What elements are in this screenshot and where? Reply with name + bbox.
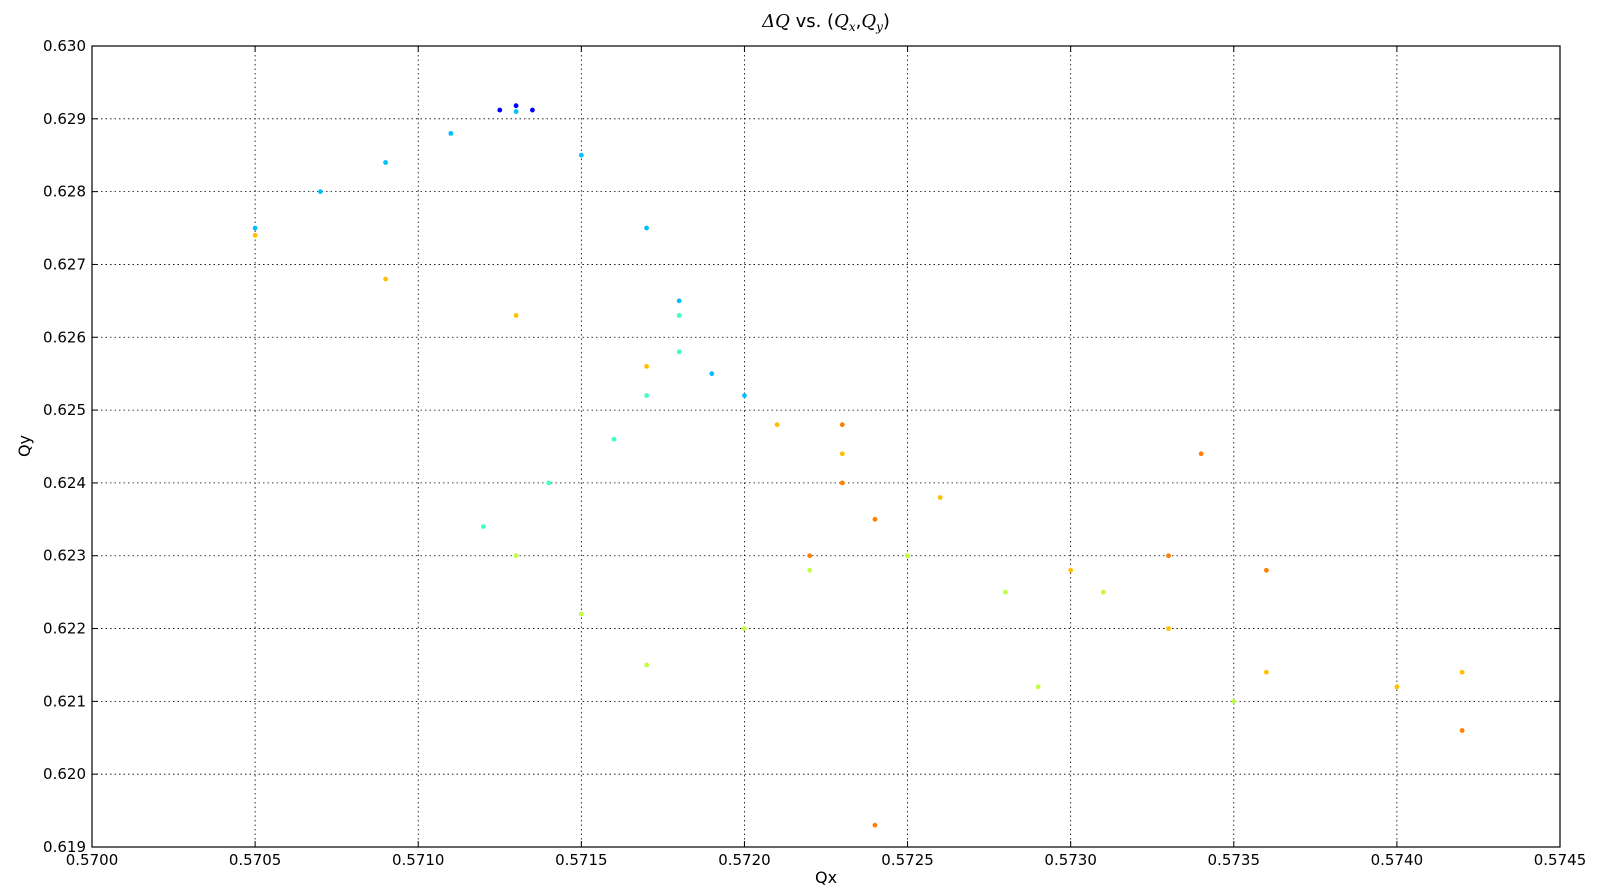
scatter-point	[872, 516, 878, 522]
y-tick-label: 0.625	[43, 401, 86, 419]
title-comma: ,	[856, 11, 862, 32]
plot-area-frame	[91, 45, 1561, 848]
scatter-point	[839, 480, 845, 486]
x-tick-label: 0.5715	[555, 851, 608, 869]
y-tick-label: 0.621	[43, 692, 86, 710]
x-tick-label: 0.5740	[1371, 851, 1424, 869]
scatter-point	[644, 662, 649, 668]
title-close-paren: )	[883, 11, 890, 32]
y-tick-label: 0.630	[43, 37, 86, 55]
scatter-point	[1459, 728, 1465, 733]
y-tick-label: 0.627	[43, 255, 86, 273]
scatter-point	[578, 152, 584, 158]
scatter-point	[742, 393, 747, 398]
scatter-point	[1035, 684, 1041, 690]
chart-title: ΔQ vs. (Qx,Qy)	[761, 11, 890, 34]
scatter-point	[1166, 626, 1171, 631]
scatter-point	[513, 109, 519, 114]
scatter-point	[676, 349, 682, 355]
grid	[92, 46, 1560, 847]
scatter-point	[1198, 451, 1204, 457]
scatter-point	[611, 436, 617, 442]
scatter-point	[1264, 567, 1269, 573]
scatter-point	[383, 276, 388, 282]
scatter-point	[807, 553, 813, 559]
scatter-point	[644, 225, 649, 231]
scatter-point	[644, 364, 649, 369]
scatter-point	[530, 107, 535, 113]
scatter-point	[513, 103, 519, 109]
scatter-point	[1231, 698, 1237, 704]
scatter-point	[1100, 589, 1106, 595]
scatter-point	[742, 626, 747, 631]
y-tick-label: 0.622	[43, 620, 86, 638]
y-tick-label: 0.623	[43, 547, 86, 565]
scatter-point	[252, 232, 258, 238]
scatter-point	[644, 393, 649, 398]
x-tick-label: 0.5720	[718, 851, 771, 869]
scatter-point	[1068, 567, 1074, 573]
y-tick-label: 0.626	[43, 328, 86, 346]
y-tick-label: 0.620	[43, 765, 86, 783]
scatter-point	[676, 313, 682, 318]
axis-ticks	[91, 45, 1561, 848]
title-qy-sub: y	[875, 20, 883, 34]
scatter-point	[1264, 669, 1269, 675]
scatter-point	[774, 422, 780, 428]
scatter-point	[839, 422, 845, 428]
scatter-point	[1459, 669, 1465, 675]
scatter-point	[1003, 589, 1008, 595]
scatter-point	[676, 298, 682, 304]
title-delta-q: ΔQ	[761, 11, 790, 32]
y-tick-label: 0.619	[43, 838, 86, 856]
axis-tick-labels: 0.5700 0.5705 0.5710 0.5715 0.5720 0.5725 0.57…	[43, 37, 1586, 869]
x-axis-label: Qx	[815, 868, 837, 887]
x-tick-label: 0.5730	[1044, 851, 1097, 869]
x-tick-label: 0.5710	[392, 851, 445, 869]
scatter-point	[872, 822, 878, 828]
x-tick-label: 0.5735	[1208, 851, 1261, 869]
scatter-point	[1394, 684, 1400, 690]
scatter-point	[807, 567, 813, 573]
x-tick-label: 0.5725	[881, 851, 934, 869]
x-tick-label: 0.5700	[66, 851, 119, 869]
scatter-point	[252, 225, 258, 231]
title-qy: Q	[861, 11, 876, 32]
scatter-points	[252, 103, 1465, 828]
scatter-point	[317, 189, 323, 195]
scatter-point	[709, 371, 715, 377]
y-tick-label: 0.629	[43, 110, 86, 128]
y-axis-label: Qy	[15, 435, 34, 457]
x-tick-label: 0.5745	[1534, 851, 1587, 869]
y-tick-label: 0.628	[43, 183, 86, 201]
scatter-point	[448, 130, 454, 136]
scatter-point	[513, 553, 519, 559]
title-vs: vs. (	[790, 11, 834, 32]
scatter-point	[513, 313, 519, 318]
scatter-point	[905, 553, 910, 559]
scatter-point	[1166, 553, 1171, 559]
scatter-point	[578, 611, 584, 617]
scatter-point	[839, 451, 845, 457]
title-qx-sub: x	[849, 20, 856, 34]
scatter-point	[546, 480, 552, 486]
x-tick-label: 0.5705	[229, 851, 282, 869]
scatter-point	[383, 160, 388, 165]
y-tick-label: 0.624	[43, 474, 86, 492]
scatter-point	[937, 495, 943, 500]
scatter-point	[497, 107, 503, 113]
title-qx: Q	[834, 11, 849, 32]
scatter-point	[481, 524, 486, 529]
